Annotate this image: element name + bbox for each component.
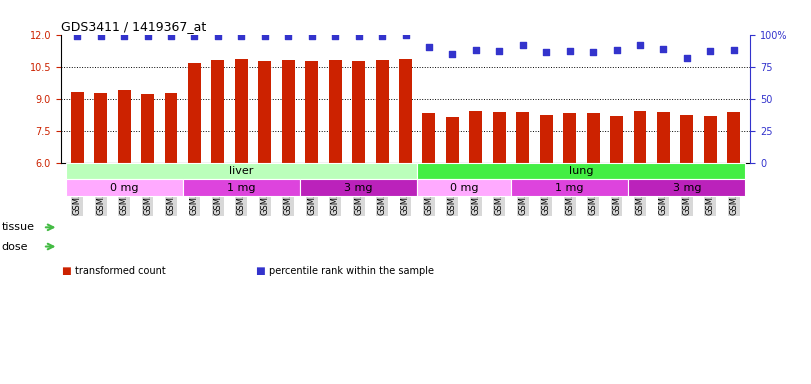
Bar: [71, 92, 84, 162]
Bar: [165, 93, 178, 162]
Point: [493, 48, 506, 54]
Bar: [352, 61, 365, 162]
Text: 0 mg: 0 mg: [450, 182, 478, 192]
Bar: [633, 111, 646, 162]
Point: [94, 33, 107, 39]
Bar: [586, 114, 599, 162]
Point: [141, 33, 154, 39]
Point: [399, 31, 412, 38]
Bar: [470, 111, 483, 162]
Point: [446, 51, 459, 57]
Text: transformed count: transformed count: [75, 266, 165, 276]
Bar: [417, 179, 511, 196]
Bar: [417, 162, 745, 179]
Point: [188, 33, 201, 39]
Bar: [511, 179, 629, 196]
Point: [71, 33, 84, 39]
Bar: [493, 113, 506, 162]
Bar: [680, 114, 693, 162]
Bar: [66, 179, 182, 196]
Point: [423, 44, 436, 50]
Point: [633, 42, 646, 48]
Point: [281, 33, 294, 39]
Bar: [399, 59, 412, 162]
Bar: [423, 114, 436, 162]
Bar: [118, 90, 131, 162]
Point: [563, 48, 576, 54]
Point: [539, 50, 552, 56]
Bar: [300, 179, 417, 196]
Bar: [375, 60, 388, 162]
Point: [470, 47, 483, 53]
Bar: [235, 59, 248, 162]
Bar: [66, 162, 417, 179]
Point: [235, 33, 248, 39]
Text: 0 mg: 0 mg: [109, 182, 139, 192]
Bar: [610, 116, 623, 162]
Bar: [727, 113, 740, 162]
Point: [259, 33, 272, 39]
Bar: [629, 179, 745, 196]
Bar: [540, 114, 552, 162]
Point: [586, 50, 599, 56]
Bar: [704, 116, 717, 162]
Text: ■: ■: [61, 266, 71, 276]
Point: [657, 46, 670, 52]
Point: [165, 33, 178, 39]
Point: [375, 33, 388, 39]
Text: tissue: tissue: [2, 222, 35, 232]
Text: percentile rank within the sample: percentile rank within the sample: [269, 266, 434, 276]
Bar: [281, 60, 294, 162]
Bar: [517, 113, 530, 162]
Text: 3 mg: 3 mg: [345, 182, 373, 192]
Point: [305, 33, 318, 39]
Text: dose: dose: [2, 242, 28, 252]
Bar: [328, 60, 341, 162]
Bar: [305, 61, 318, 162]
Bar: [141, 94, 154, 162]
Bar: [94, 93, 107, 162]
Bar: [188, 63, 201, 162]
Bar: [657, 113, 670, 162]
Point: [118, 33, 131, 39]
Point: [727, 47, 740, 53]
Text: GDS3411 / 1419367_at: GDS3411 / 1419367_at: [61, 20, 206, 33]
Bar: [182, 179, 300, 196]
Text: 1 mg: 1 mg: [556, 182, 584, 192]
Bar: [212, 60, 225, 162]
Point: [704, 48, 717, 54]
Point: [328, 33, 341, 39]
Point: [610, 47, 623, 53]
Point: [680, 55, 693, 61]
Point: [212, 33, 225, 39]
Text: 3 mg: 3 mg: [672, 182, 702, 192]
Bar: [563, 114, 576, 162]
Text: liver: liver: [230, 166, 254, 176]
Text: ■: ■: [255, 266, 265, 276]
Point: [517, 42, 530, 48]
Bar: [446, 117, 459, 162]
Point: [352, 33, 365, 39]
Text: lung: lung: [569, 166, 594, 176]
Bar: [259, 61, 271, 162]
Text: 1 mg: 1 mg: [227, 182, 255, 192]
